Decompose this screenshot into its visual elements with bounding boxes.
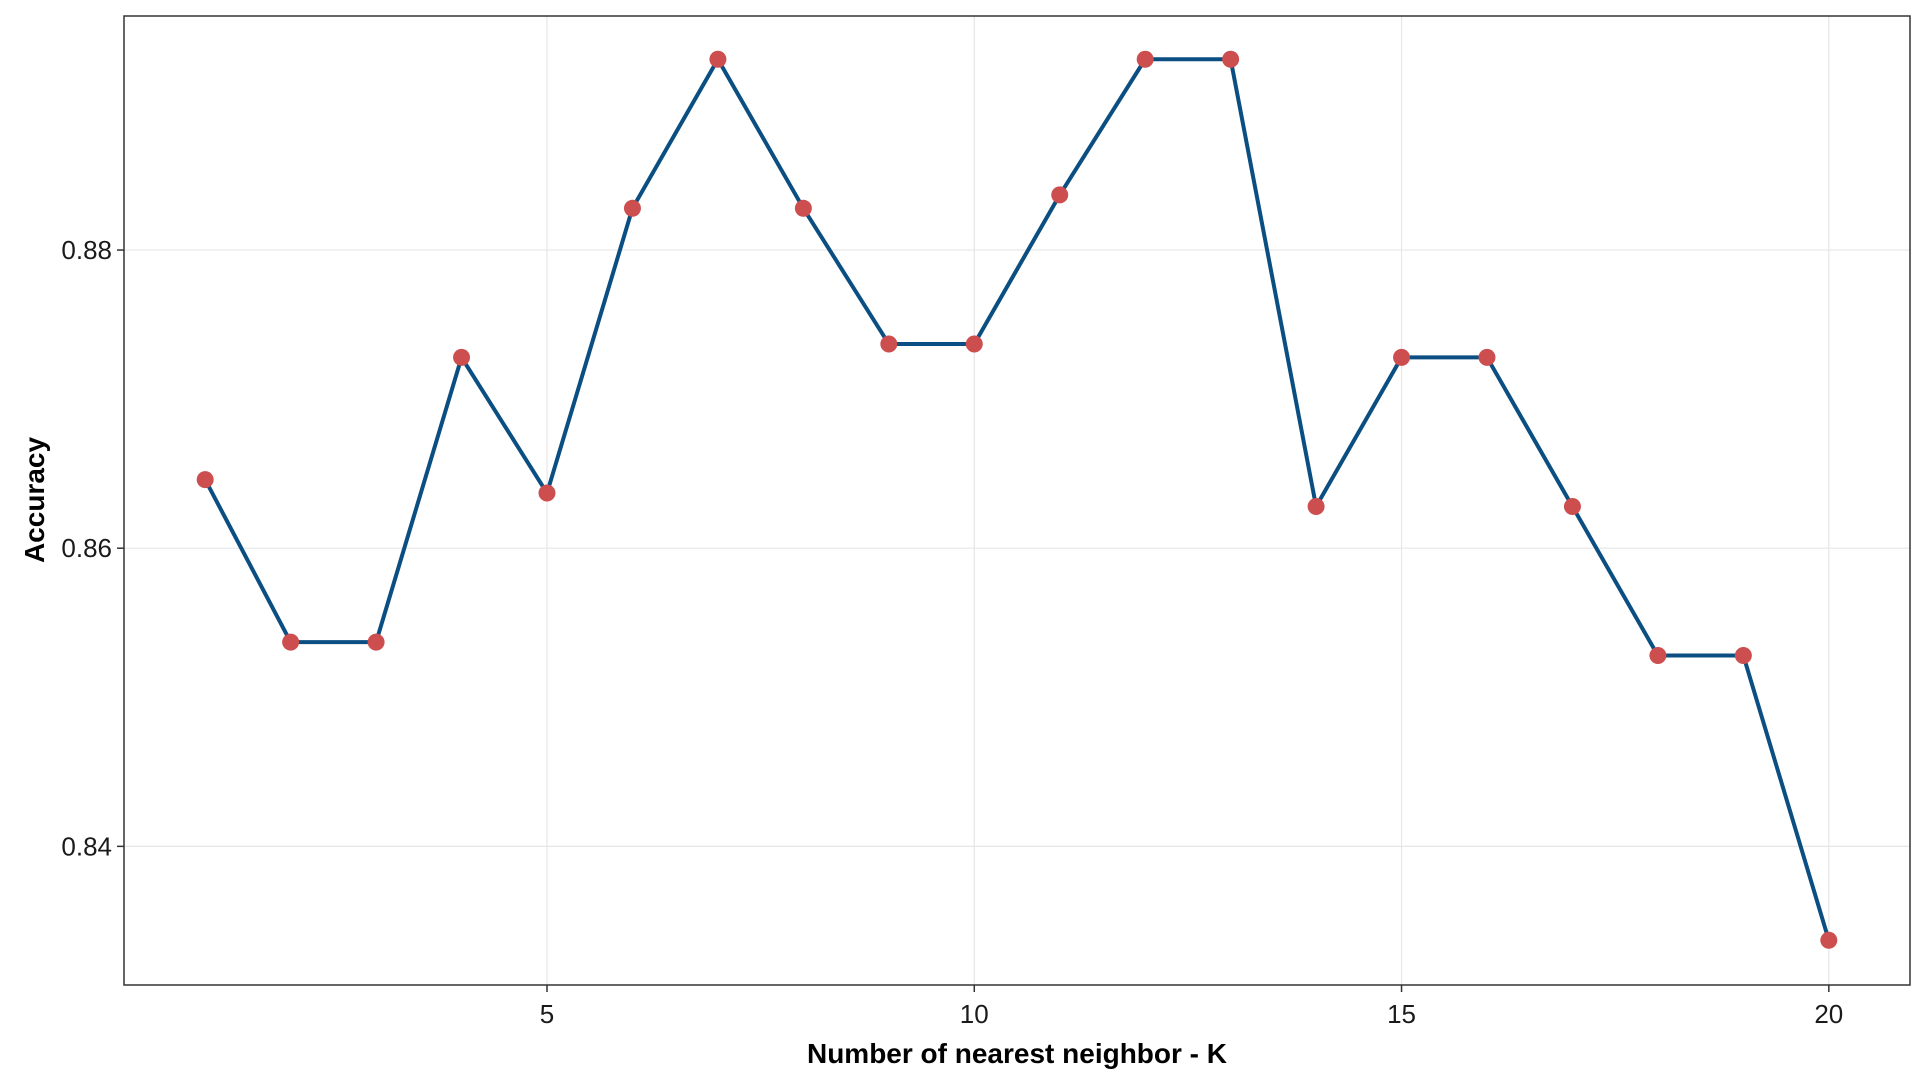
x-tick-label: 15 — [1387, 999, 1416, 1029]
data-point — [965, 335, 983, 353]
y-tick-label: 0.88 — [61, 235, 112, 265]
data-point — [1222, 50, 1240, 68]
data-point — [1734, 647, 1752, 665]
data-point — [367, 633, 385, 651]
data-point — [1307, 497, 1325, 515]
data-point — [1051, 186, 1069, 204]
data-point — [880, 335, 898, 353]
y-tick-label: 0.86 — [61, 533, 112, 563]
x-axis-ticks: 5 10 15 20 — [540, 985, 1843, 1029]
data-point — [196, 471, 214, 489]
x-tick-label: 10 — [960, 999, 989, 1029]
data-point — [282, 633, 300, 651]
data-point — [794, 199, 812, 217]
series-polyline — [203, 57, 1831, 943]
data-points — [196, 50, 1838, 949]
series-line — [203, 57, 1831, 943]
data-point — [1478, 348, 1496, 366]
y-tick-label: 0.84 — [61, 831, 112, 861]
data-point — [623, 199, 641, 217]
data-point — [1563, 497, 1581, 515]
data-point — [1820, 931, 1838, 949]
data-point — [538, 484, 556, 502]
data-point — [709, 50, 727, 68]
grid-lines — [124, 16, 1910, 985]
y-axis-ticks: 0.84 0.86 0.88 — [61, 235, 124, 861]
x-tick-label: 5 — [540, 999, 554, 1029]
data-point — [1649, 647, 1667, 665]
data-point — [1136, 50, 1154, 68]
y-axis-title: Accuracy — [19, 437, 50, 564]
plot-border — [123, 15, 1911, 986]
data-point — [453, 348, 471, 366]
plot-background — [124, 16, 1910, 985]
x-axis-title: Number of nearest neighbor - K — [807, 1038, 1227, 1069]
x-tick-label: 20 — [1814, 999, 1843, 1029]
data-point — [1393, 348, 1411, 366]
